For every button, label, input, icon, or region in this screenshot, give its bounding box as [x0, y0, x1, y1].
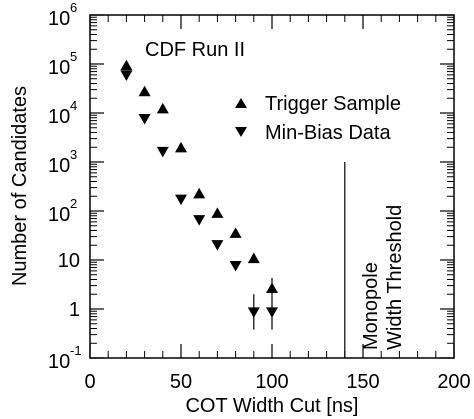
y-tick-label-6: 10 [48, 57, 70, 79]
trigger-sample-point-8 [266, 282, 278, 293]
legend: Trigger Sample Min-Bias Data [235, 93, 401, 144]
threshold-label: Monopole Width Threshold [360, 205, 406, 350]
y-tick-label-2: 10 [58, 250, 80, 272]
legend-marker-min-bias-data [235, 127, 247, 137]
x-axis-ticks: 0 50 100 150 200 [84, 15, 471, 393]
min-bias-point-3 [175, 194, 187, 206]
x-tick-label-3: 150 [346, 371, 379, 393]
legend-label-trigger-sample: Trigger Sample [265, 93, 401, 115]
y-tick-label-3: 10 [48, 204, 70, 226]
x-tick-label-1: 50 [170, 371, 192, 393]
y-axis-title: Number of Candidates [9, 86, 31, 286]
x-tick-label-0: 0 [84, 371, 95, 393]
trigger-sample-point-6 [229, 227, 242, 238]
x-axis-title: COT Width Cut [ns] [185, 395, 358, 417]
y-tick-exponent-6: 5 [70, 49, 77, 64]
y-tick-exponent-5: 4 [70, 98, 77, 113]
y-tick-label-5: 10 [48, 106, 70, 128]
trigger-sample-point-2 [156, 102, 169, 114]
error-bars [253, 277, 273, 330]
legend-label-min-bias-data: Min-Bias Data [265, 122, 391, 144]
y-tick-exponent-7: 6 [70, 0, 77, 15]
y-tick-exponent-3: 2 [70, 196, 77, 211]
min-bias-point-5 [211, 240, 224, 251]
y-tick-label-4: 10 [48, 155, 70, 177]
min-bias-point-2 [156, 146, 169, 158]
trigger-sample-point-3 [175, 141, 187, 153]
y-tick-label-0: 10 [48, 351, 70, 373]
data-markers [120, 59, 278, 318]
min-bias-point-4 [193, 215, 206, 226]
legend-marker-trigger-sample [235, 98, 247, 108]
x-tick-label-2: 100 [255, 371, 288, 393]
y-tick-label-7: 10 [48, 8, 70, 30]
min-bias-point-8 [266, 307, 278, 318]
trigger-sample-point-7 [247, 252, 260, 264]
x-tick-label-4: 200 [437, 371, 470, 393]
min-bias-point-0 [120, 70, 133, 81]
threshold-label-line2: Width Threshold [384, 205, 406, 350]
min-bias-point-6 [229, 261, 242, 272]
run-label: CDF Run II [145, 39, 245, 61]
threshold-label-line1: Monopole [360, 262, 382, 350]
y-tick-exponent-0: -1 [70, 343, 82, 358]
min-bias-point-7 [247, 307, 260, 318]
trigger-sample-point-1 [138, 85, 151, 97]
y-tick-exponent-4: 3 [70, 147, 77, 162]
y-tick-label-1: 1 [69, 299, 80, 321]
min-bias-point-1 [138, 114, 151, 125]
trigger-sample-point-5 [211, 207, 224, 218]
trigger-sample-point-4 [193, 187, 206, 199]
trigger-sample-point-0 [120, 59, 133, 71]
